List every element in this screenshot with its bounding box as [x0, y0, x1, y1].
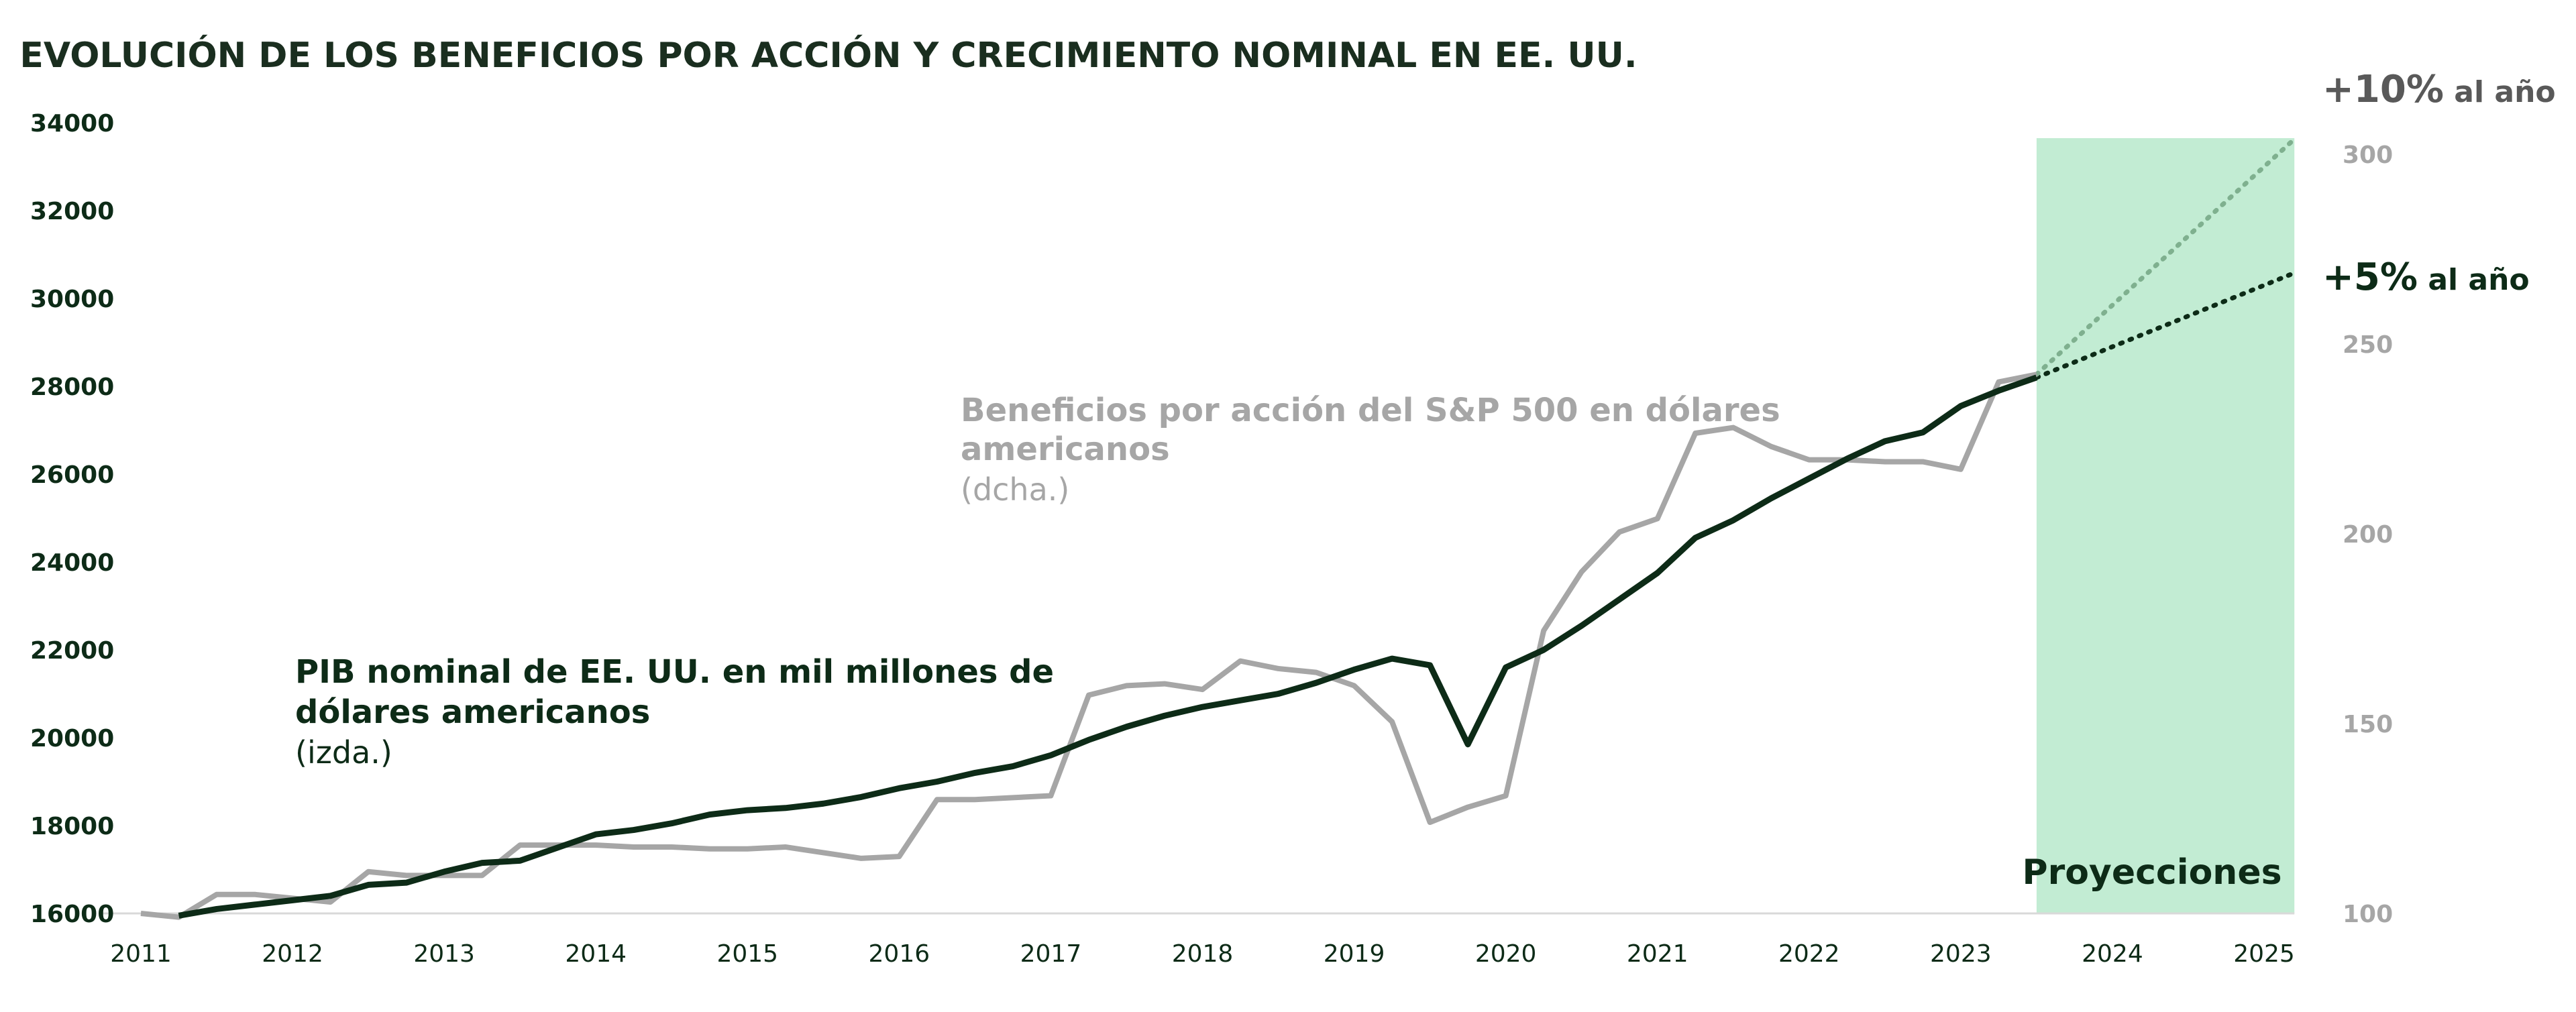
- projection-band: [2036, 138, 2295, 913]
- x-tick-label: 2017: [1020, 940, 1082, 968]
- gdp-label-line1: PIB nominal de EE. UU. en mil millones d…: [295, 653, 1054, 691]
- x-tick-label: 2012: [262, 940, 323, 968]
- x-tick-label: 2011: [110, 940, 172, 968]
- rate-5-suffix: al año: [2418, 263, 2530, 297]
- x-tick-label: 2021: [1627, 940, 1688, 968]
- left-tick-label: 16000: [30, 901, 114, 928]
- x-tick-label: 2015: [716, 940, 778, 968]
- rate-10-label: +10% al año: [2322, 68, 2556, 111]
- left-tick-label: 18000: [30, 813, 114, 840]
- x-tick-label: 2019: [1324, 940, 1385, 968]
- left-tick-label: 30000: [30, 286, 114, 313]
- left-tick-label: 32000: [30, 198, 114, 225]
- x-tick-label: 2020: [1475, 940, 1537, 968]
- right-tick-label: 300: [2343, 142, 2393, 169]
- gdp-label-axis: (izda.): [295, 734, 392, 771]
- chart-title: EVOLUCIÓN DE LOS BENEFICIOS POR ACCIÓN Y…: [19, 34, 1637, 76]
- right-axis: 100 150 200 250 300: [2343, 142, 2393, 928]
- left-tick-label: 34000: [30, 110, 114, 137]
- x-tick-label: 2025: [2233, 940, 2295, 968]
- eps-label-axis: (dcha.): [961, 471, 1069, 508]
- x-tick-label: 2024: [2082, 940, 2143, 968]
- projections-label: Proyecciones: [2022, 852, 2282, 893]
- right-tick-label: 250: [2343, 331, 2393, 359]
- eps-series-line: [140, 372, 2037, 920]
- rate-5-label: +5% al año: [2322, 256, 2530, 299]
- projection-5pct-line: [2034, 270, 2297, 380]
- rate-10-suffix: al año: [2444, 75, 2556, 109]
- rate-10-value: +10%: [2322, 68, 2444, 111]
- left-tick-label: 22000: [30, 637, 114, 665]
- left-tick-label: 28000: [30, 374, 114, 401]
- left-tick-label: 26000: [30, 461, 114, 489]
- left-axis: 16000 18000 20000 22000 24000 26000 28000 30000…: [30, 110, 114, 928]
- gdp-series-line: [178, 374, 2038, 919]
- right-tick-label: 100: [2343, 901, 2393, 928]
- x-tick-label: 2016: [869, 940, 930, 968]
- projection-10pct-line: [2034, 136, 2297, 377]
- x-tick-label: 2013: [413, 940, 475, 968]
- gdp-label-line2: dólares americanos: [295, 693, 650, 731]
- x-tick-label: 2022: [1778, 940, 1840, 968]
- eps-label-line1: Beneficios por acción del S&P 500 en dól…: [961, 392, 1780, 429]
- x-tick-label: 2018: [1172, 940, 1234, 968]
- series-layer: [140, 136, 2297, 920]
- x-tick-label: 2014: [565, 940, 627, 968]
- eps-label-line2: americanos: [961, 431, 1170, 468]
- left-tick-label: 24000: [30, 549, 114, 577]
- left-tick-label: 20000: [30, 725, 114, 752]
- x-axis: 2011 2012 2013 2014 2015 2016 2017 2018 2019 2020…: [110, 940, 2295, 968]
- right-tick-label: 200: [2343, 521, 2393, 549]
- x-tick-label: 2023: [1930, 940, 1992, 968]
- right-tick-label: 150: [2343, 711, 2393, 738]
- rate-5-value: +5%: [2322, 256, 2418, 299]
